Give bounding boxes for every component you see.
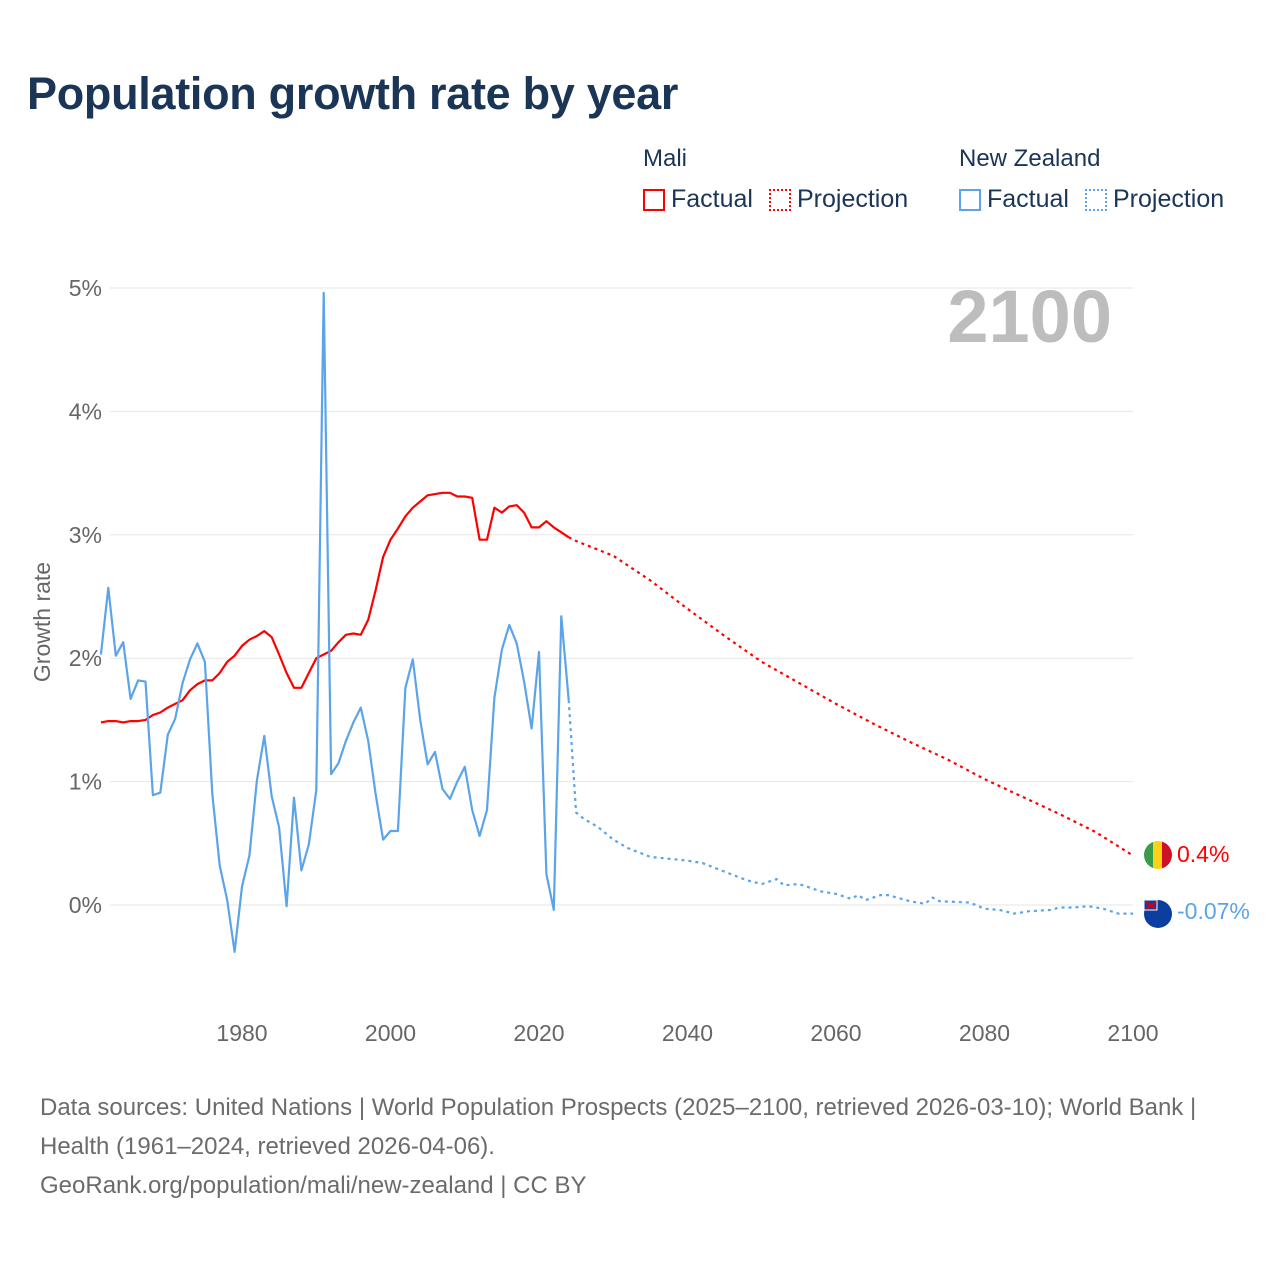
x-tick-label: 2040	[662, 1020, 713, 1046]
x-tick-label: 1980	[216, 1020, 267, 1046]
chart: 0% 1% 2% 3% 4% 5% 1980 2000 2020 2040 2060 2080 2100…	[29, 275, 1250, 1046]
y-tick-label: 2%	[69, 645, 102, 671]
series-new-zealand-factual	[99, 291, 570, 953]
legend-country: Mali	[643, 145, 688, 172]
legend-label: Factual	[987, 185, 1069, 213]
legend-country: New Zealand	[959, 145, 1101, 172]
chart-title: Population growth rate by year	[27, 68, 679, 119]
series-new-zealand-projection	[567, 700, 1133, 915]
legend-swatch-solid	[643, 188, 665, 211]
legend-mali-projection[interactable]: Projection	[768, 185, 909, 214]
data-sources: Data sources: United Nations | World Pop…	[40, 1094, 1197, 1160]
y-tick-label: 4%	[69, 398, 102, 424]
series-mali-projection	[568, 536, 1134, 857]
x-tick-label: 2100	[1107, 1020, 1158, 1046]
series-mali-factual	[100, 491, 570, 724]
legend-swatch-dotted	[1084, 188, 1107, 211]
legend-group-new-zealand: New Zealand Factual Projection	[959, 145, 1224, 214]
mali-flag-icon	[1144, 841, 1172, 869]
legend-mali-factual[interactable]: Factual	[643, 185, 753, 214]
legend-nz-projection[interactable]: Projection	[1084, 185, 1225, 214]
y-tick-label: 1%	[69, 769, 102, 795]
y-tick-label: 0%	[69, 892, 102, 918]
source-link[interactable]: GeoRank.org/population/mali/new-zealand …	[40, 1172, 587, 1199]
legend-label: Factual	[671, 185, 753, 213]
y-axis-label: Growth rate	[29, 562, 55, 682]
legend-nz-factual[interactable]: Factual	[959, 185, 1069, 214]
legend-swatch-solid	[959, 188, 981, 211]
x-tick-label: 2060	[810, 1020, 861, 1046]
y-tick-label: 3%	[69, 522, 102, 548]
x-tick-label: 2000	[365, 1020, 416, 1046]
x-tick-label: 2080	[959, 1020, 1010, 1046]
x-tick-label: 2020	[513, 1020, 564, 1046]
new-zealand-end-value: -0.07%	[1177, 898, 1250, 924]
new-zealand-flag-icon	[1143, 899, 1172, 928]
footer: Data sources: United Nations | World Pop…	[40, 1088, 1240, 1205]
mali-end-value: 0.4%	[1177, 841, 1229, 867]
legend-group-mali: Mali Factual Projection	[643, 145, 908, 214]
legend-swatch-dotted	[768, 188, 791, 211]
legend-label: Projection	[1112, 185, 1225, 213]
legend-label: Projection	[796, 185, 909, 213]
current-year-label: 2100	[947, 275, 1112, 358]
y-tick-label: 5%	[69, 275, 102, 301]
